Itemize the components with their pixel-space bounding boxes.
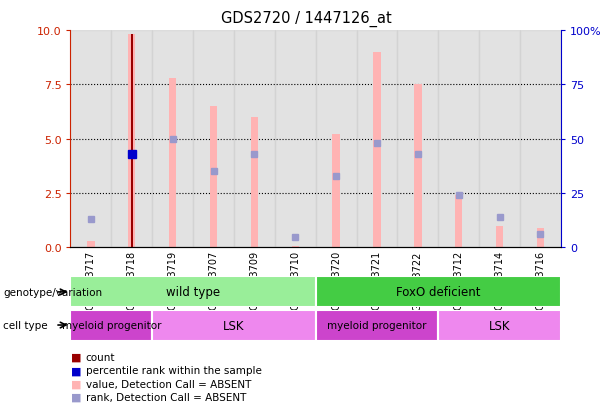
Bar [316,277,561,308]
Text: ■: ■ [70,379,81,389]
Bar [70,310,152,341]
Text: LSK: LSK [223,319,245,332]
Bar [479,31,520,248]
Text: LSK: LSK [489,319,511,332]
Bar [316,31,357,248]
Text: myeloid progenitor: myeloid progenitor [327,320,427,330]
Text: count: count [86,352,115,362]
Text: value, Detection Call = ABSENT: value, Detection Call = ABSENT [86,379,251,389]
Bar [438,310,561,341]
Bar [496,226,503,248]
Bar [193,31,234,248]
Bar [316,310,438,341]
Bar [537,228,544,248]
Bar [455,196,462,248]
Bar [128,35,135,248]
Bar [397,31,438,248]
Text: myeloid progenitor: myeloid progenitor [62,320,161,330]
Text: ■: ■ [70,392,81,402]
Bar [234,31,275,248]
Bar [152,31,193,248]
Text: GDS2720 / 1447126_at: GDS2720 / 1447126_at [221,10,392,26]
Bar [70,31,112,248]
Bar [210,107,217,248]
Text: ■: ■ [70,366,81,375]
Bar [373,52,381,248]
Bar [70,277,316,308]
Bar [169,78,177,248]
Bar [275,31,316,248]
Bar [152,310,316,341]
Bar [438,31,479,248]
Bar [357,31,397,248]
Bar [292,247,299,248]
Text: wild type: wild type [166,286,220,299]
Text: FoxO deficient: FoxO deficient [396,286,481,299]
Text: percentile rank within the sample: percentile rank within the sample [86,366,262,375]
Bar [87,241,94,248]
Bar [112,31,152,248]
Bar [131,35,133,248]
Bar [414,85,422,248]
Bar [251,118,258,248]
Bar [332,135,340,248]
Text: genotype/variation: genotype/variation [3,287,102,297]
Text: cell type: cell type [3,320,48,330]
Text: ■: ■ [70,352,81,362]
Text: rank, Detection Call = ABSENT: rank, Detection Call = ABSENT [86,392,246,402]
Bar [520,31,561,248]
